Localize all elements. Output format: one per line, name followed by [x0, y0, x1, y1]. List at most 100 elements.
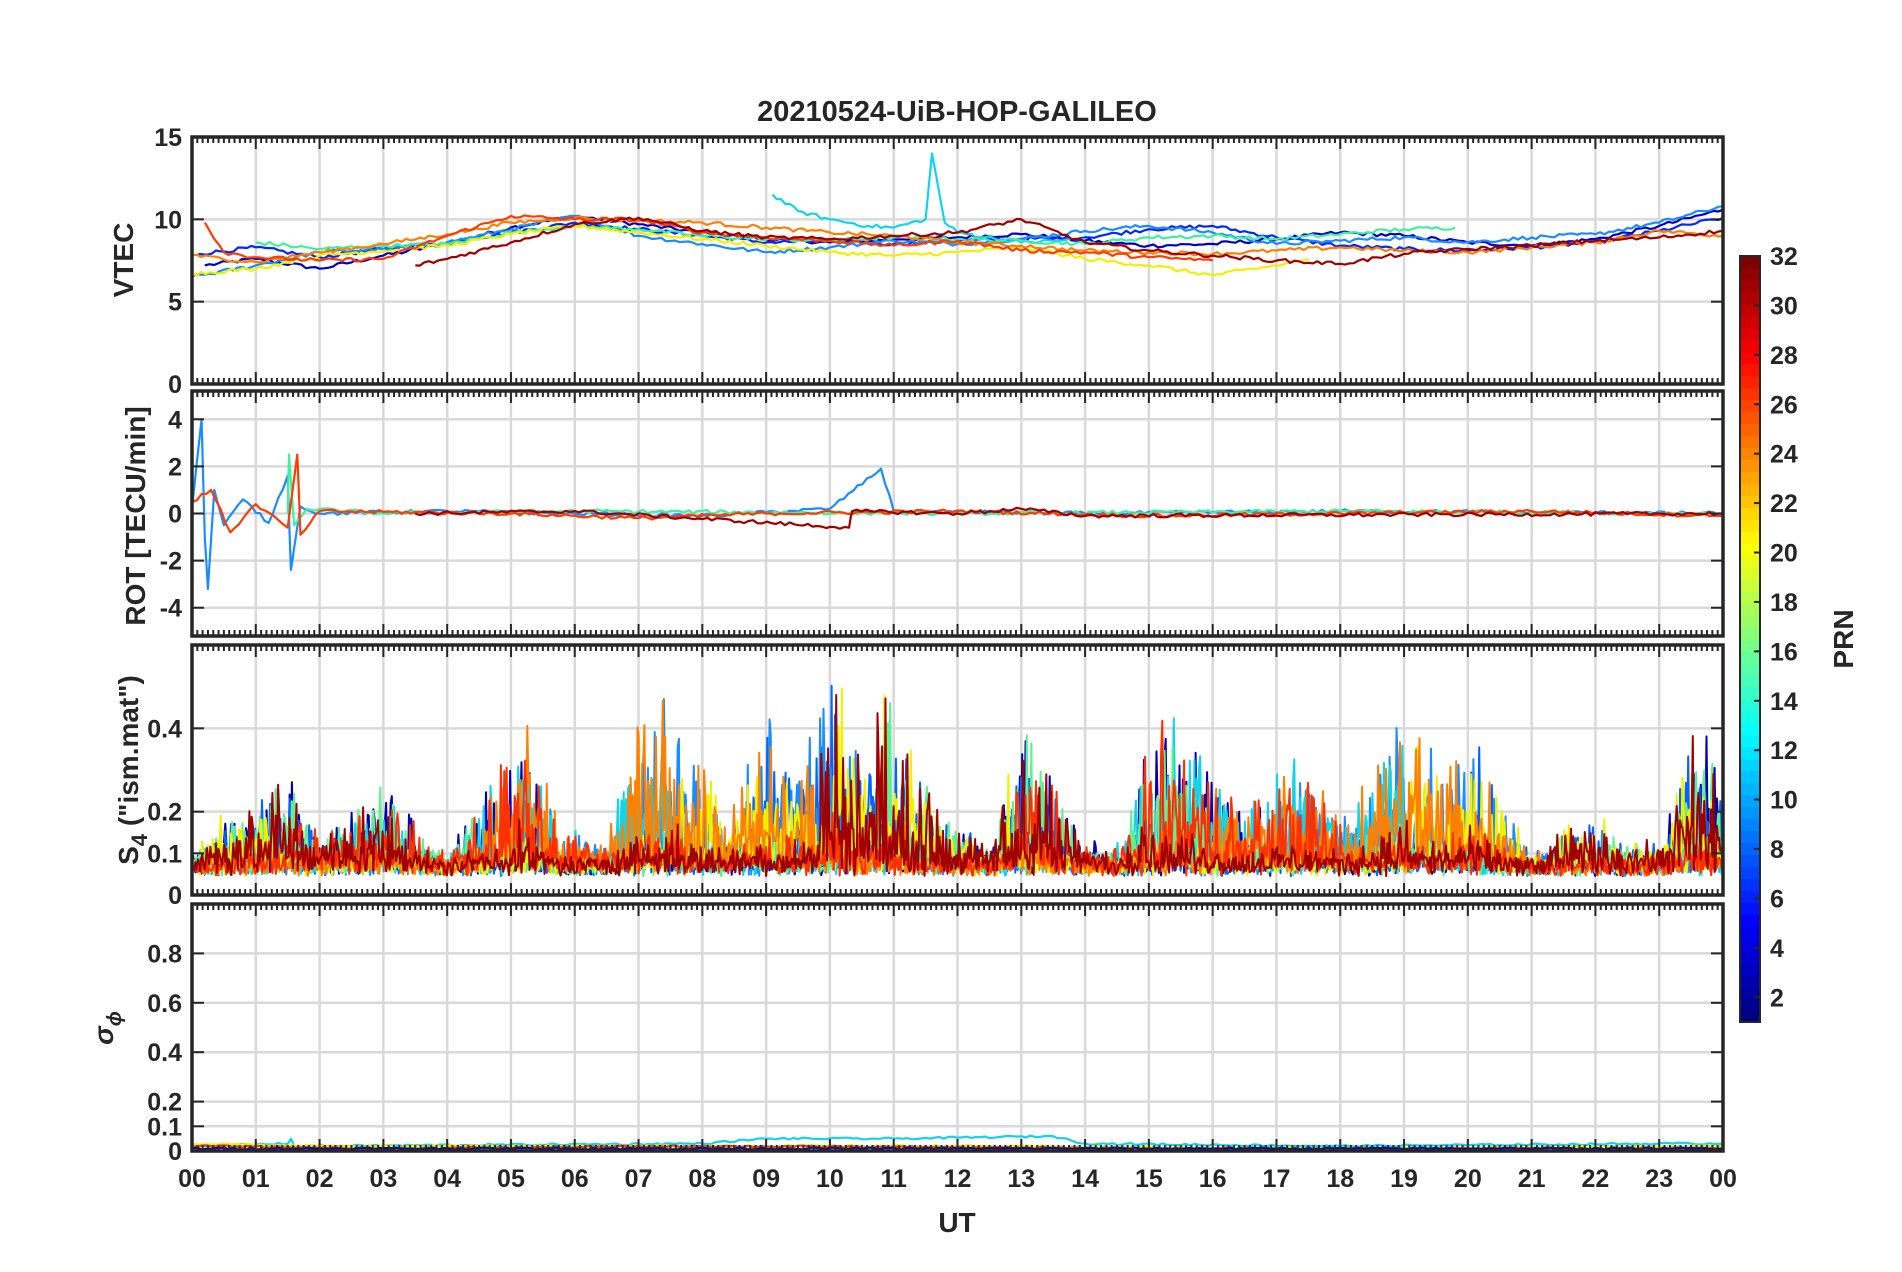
sigma-y-label-main: σ — [88, 1025, 119, 1045]
vtec-series-prn-9 — [192, 205, 1723, 278]
colorbar-tick-label: 12 — [1770, 737, 1798, 765]
vtec-series-prn-31 — [415, 216, 1723, 267]
colorbar-band — [1740, 794, 1760, 808]
colorbar-tick-label: 26 — [1770, 391, 1798, 419]
colorbar-band — [1740, 423, 1760, 437]
colorbar-band — [1740, 411, 1760, 425]
x-axis-tick-labels: 00 01 02 03 04 05 06 07 08 09 10 11 12 13 14 15 16 17 18 19… — [178, 1165, 1737, 1193]
vtec-y-tick-label: 10 — [154, 206, 182, 234]
sigma-phi-panel: 00.10.2 0.4 0.6 0.8 — [147, 902, 1725, 1166]
colorbar-band — [1740, 567, 1760, 580]
colorbar-band — [1740, 962, 1760, 975]
vtec-panel: 0 5 10 15 — [154, 124, 1725, 399]
colorbar-tick-label: 4 — [1770, 935, 1784, 963]
colorbar-tick-label: 18 — [1770, 589, 1798, 617]
colorbar-band — [1740, 674, 1760, 688]
sigma_phi-y-tick-label: 0.6 — [147, 990, 182, 1018]
colorbar-band — [1740, 543, 1760, 556]
vtec-series-prn-16 — [255, 223, 1456, 251]
rot-x-ticks — [191, 391, 1724, 636]
x-tick-label: 04 — [433, 1165, 461, 1193]
x-tick-label: 09 — [752, 1165, 780, 1193]
x-tick-label: 00 — [178, 1165, 206, 1193]
vtec-y-tick-label: 5 — [168, 289, 182, 317]
s4-y-tick-label: 0.2 — [147, 799, 182, 827]
colorbar-band — [1740, 483, 1760, 496]
s4-y-tick-label: 0 — [168, 882, 182, 910]
colorbar-band — [1740, 998, 1760, 1011]
colorbar-band — [1740, 842, 1760, 856]
sigma-y-label: σϕ — [88, 1011, 126, 1045]
x-tick-label: 13 — [1007, 1165, 1035, 1193]
colorbar-band — [1740, 495, 1760, 508]
colorbar-band — [1740, 615, 1760, 628]
colorbar-band — [1740, 722, 1760, 736]
colorbar-band — [1740, 351, 1760, 365]
colorbar-band — [1740, 866, 1760, 879]
colorbar-band — [1740, 758, 1760, 772]
colorbar-tick-label: 30 — [1770, 292, 1798, 320]
vtec-y-ticks: 0 5 10 15 — [154, 124, 1723, 399]
colorbar-band — [1740, 363, 1760, 377]
s4-series-9 — [192, 694, 1723, 878]
colorbar-band — [1740, 854, 1760, 868]
s4-y-ticks: 0 0.1 0.2 0.4 — [147, 715, 1723, 910]
colorbar-band — [1740, 267, 1760, 281]
colorbar-band — [1740, 555, 1760, 568]
rot-y-label: ROT [TECU/min] — [120, 406, 151, 625]
s4-y-label-sub: 4 — [127, 833, 152, 846]
s4-y-tick-label: 0.4 — [147, 715, 182, 743]
colorbar-band — [1740, 818, 1760, 832]
colorbar-band — [1740, 710, 1760, 724]
colorbar-tick-label: 10 — [1770, 787, 1798, 815]
x-tick-label: 18 — [1326, 1165, 1354, 1193]
colorbar-band — [1740, 447, 1760, 461]
colorbar-band — [1740, 315, 1760, 329]
colorbar-band — [1740, 639, 1760, 652]
x-tick-label: 05 — [497, 1165, 525, 1193]
x-tick-label: 12 — [944, 1165, 972, 1193]
sigma_phi-y-tick-label: 0.1 — [147, 1113, 182, 1141]
colorbar-tick-label: 32 — [1770, 243, 1798, 271]
vtec-series-prn-27 — [203, 214, 1213, 263]
sigma_phi-y-tick-label: 0.2 — [147, 1089, 182, 1117]
s4-panel: 0 0.1 0.2 0.4 — [147, 643, 1725, 910]
colorbar-tick-label: 16 — [1770, 638, 1798, 666]
x-tick-label: 20 — [1454, 1165, 1482, 1193]
rot-series-prn-31 — [414, 506, 1723, 530]
rot-plot-area — [192, 418, 1723, 591]
vtec-plot-area — [192, 152, 1723, 278]
sigma_phi-y-ticks: 00.10.2 0.4 0.6 0.8 — [147, 940, 1723, 1166]
colorbar-band — [1740, 435, 1760, 449]
colorbar-band — [1740, 734, 1760, 748]
colorbar-band — [1740, 902, 1760, 915]
rot-y-tick-label: -4 — [160, 595, 182, 623]
colorbar-band — [1740, 770, 1760, 784]
s4-y-label-rest: ("ism.mat") — [113, 675, 144, 834]
colorbar-band — [1740, 399, 1760, 413]
colorbar-tick-label: 8 — [1770, 836, 1784, 864]
colorbar-band — [1740, 974, 1760, 987]
colorbar-band — [1740, 507, 1760, 520]
x-tick-label: 10 — [816, 1165, 844, 1193]
colorbar-band — [1740, 926, 1760, 939]
x-tick-label: 02 — [306, 1165, 334, 1193]
x-tick-label: 19 — [1390, 1165, 1418, 1193]
rot-y-tick-label: 0 — [168, 501, 182, 529]
colorbar-tick-label: 28 — [1770, 342, 1798, 370]
colorbar-band — [1740, 938, 1760, 951]
colorbar-band — [1740, 782, 1760, 796]
colorbar-band — [1740, 603, 1760, 616]
sigma-y-label-sub: ϕ — [104, 1011, 126, 1026]
colorbar-band — [1740, 291, 1760, 305]
sigma_phi-y-tick-label: 0.8 — [147, 940, 182, 968]
colorbar-label: PRN — [1828, 609, 1859, 668]
x-tick-label: 08 — [688, 1165, 716, 1193]
x-axis-label: UT — [938, 1207, 975, 1238]
colorbar-tick-label: 14 — [1770, 688, 1798, 716]
colorbar-band — [1740, 327, 1760, 341]
sigma_phi-y-tick-label: 0 — [168, 1138, 182, 1166]
colorbar-band — [1740, 806, 1760, 820]
vtec-series-prn-20 — [192, 224, 1309, 277]
